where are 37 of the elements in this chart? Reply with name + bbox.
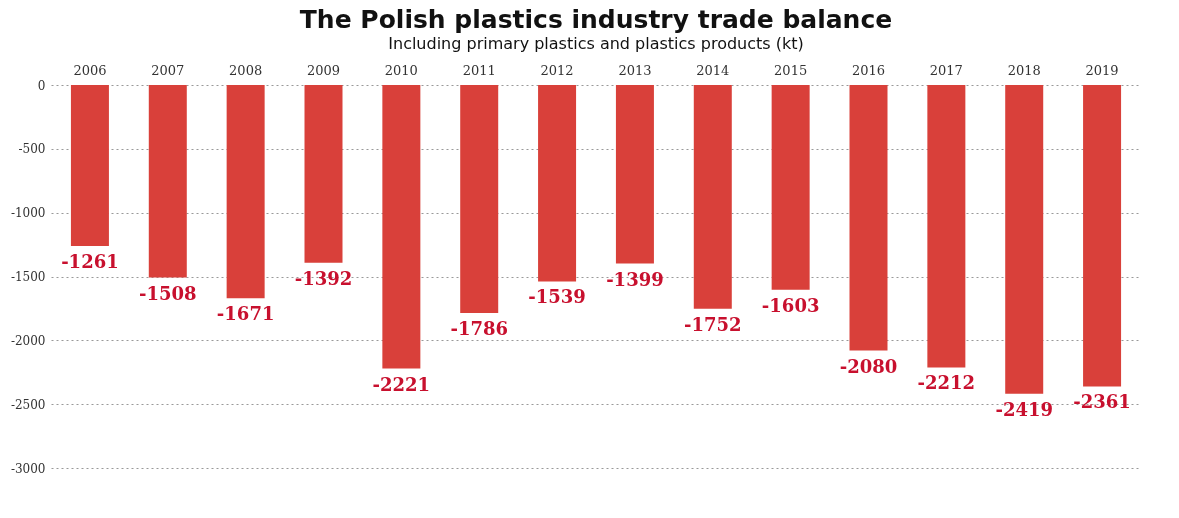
data-label: -1539 bbox=[528, 286, 586, 308]
x-tick-label: 2011 bbox=[462, 62, 496, 78]
x-tick-label: 2015 bbox=[774, 62, 808, 78]
data-label: -1603 bbox=[761, 294, 820, 316]
data-label: -2419 bbox=[995, 398, 1053, 420]
data-label: -2212 bbox=[917, 372, 976, 394]
data-label: -2361 bbox=[1073, 391, 1131, 413]
data-label: -1786 bbox=[450, 318, 508, 340]
data-label: -1508 bbox=[139, 282, 197, 304]
x-tick-label: 2013 bbox=[618, 62, 652, 78]
data-label: -1261 bbox=[61, 250, 119, 272]
x-tick-label: 2016 bbox=[851, 62, 886, 78]
x-tick-label: 2017 bbox=[929, 62, 963, 78]
x-tick-label: 2014 bbox=[696, 62, 730, 78]
chart-subtitle: Including primary plastics and plastics products (kt) bbox=[388, 34, 804, 53]
x-tick-label: 2010 bbox=[384, 62, 418, 78]
data-label: -2080 bbox=[839, 355, 898, 377]
chart-title: The Polish plastics industry trade balance bbox=[299, 5, 893, 34]
y-tick-label: -500 bbox=[18, 142, 46, 157]
x-tick-label: 2012 bbox=[540, 62, 574, 78]
y-tick-label: 0 bbox=[37, 78, 46, 93]
data-label: -1671 bbox=[216, 303, 275, 325]
data-label: -1752 bbox=[684, 313, 742, 335]
y-tick-label: -1500 bbox=[10, 270, 46, 284]
data-label: -1392 bbox=[294, 267, 353, 289]
x-tick-label: 2007 bbox=[151, 62, 185, 78]
y-tick-label: -1000 bbox=[10, 206, 46, 221]
y-tick-label: -2500 bbox=[10, 397, 46, 412]
y-tick-label: -2000 bbox=[10, 333, 46, 348]
data-label: -1399 bbox=[606, 268, 664, 290]
x-tick-label: 2006 bbox=[73, 62, 107, 78]
x-tick-label: 2019 bbox=[1085, 62, 1119, 78]
y-tick-label: -3000 bbox=[10, 461, 46, 476]
x-tick-label: 2009 bbox=[306, 62, 341, 78]
data-label: -2221 bbox=[372, 373, 431, 395]
x-tick-label: 2008 bbox=[229, 62, 263, 78]
x-tick-label: 2018 bbox=[1007, 62, 1041, 78]
